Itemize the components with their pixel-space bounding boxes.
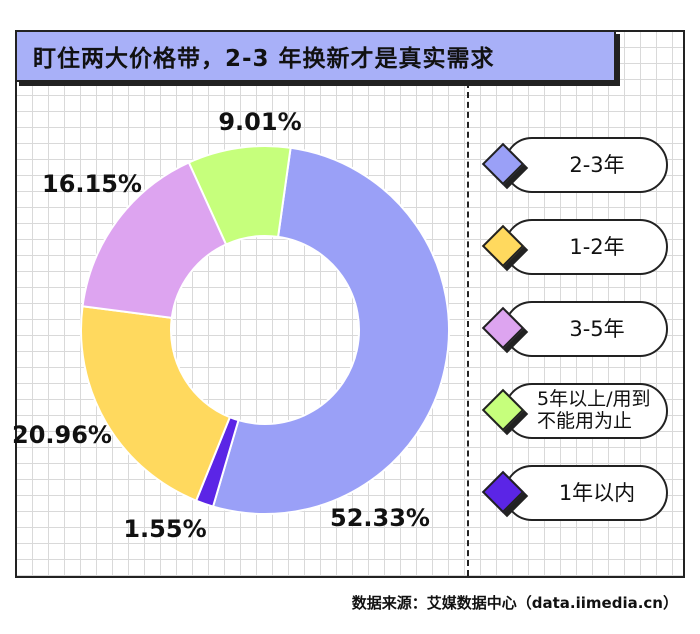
slice-percent-label: 52.33% <box>330 504 430 532</box>
slice-percent-label: 1.55% <box>123 515 206 543</box>
source-note: 数据来源：艾媒数据中心（data.iimedia.cn） <box>351 594 678 612</box>
donut-slice <box>81 161 228 319</box>
slice-percent-label: 16.15% <box>42 170 142 198</box>
legend-label: 1年以内 <box>504 465 668 521</box>
legend-label: 1-2年 <box>504 219 668 275</box>
legend-item: 1-2年 <box>481 219 668 277</box>
legend-item: 2-3年 <box>481 137 668 195</box>
donut-slice <box>80 305 232 502</box>
donut-slice <box>187 145 292 246</box>
legend-divider <box>467 82 469 576</box>
legend-label: 5年以上/用到不能用为止 <box>504 383 668 439</box>
chart-title: 盯住两大价格带，2-3 年换新才是真实需求 <box>15 30 616 82</box>
slice-percent-label: 9.01% <box>218 108 301 136</box>
legend-label: 3-5年 <box>504 301 668 357</box>
donut-slice <box>211 146 450 515</box>
legend-label: 2-3年 <box>504 137 668 193</box>
legend-item: 3-5年 <box>481 301 668 359</box>
slice-percent-label: 20.96% <box>12 421 112 449</box>
legend-item: 1年以内 <box>481 465 668 523</box>
legend-item: 5年以上/用到不能用为止 <box>481 383 668 441</box>
